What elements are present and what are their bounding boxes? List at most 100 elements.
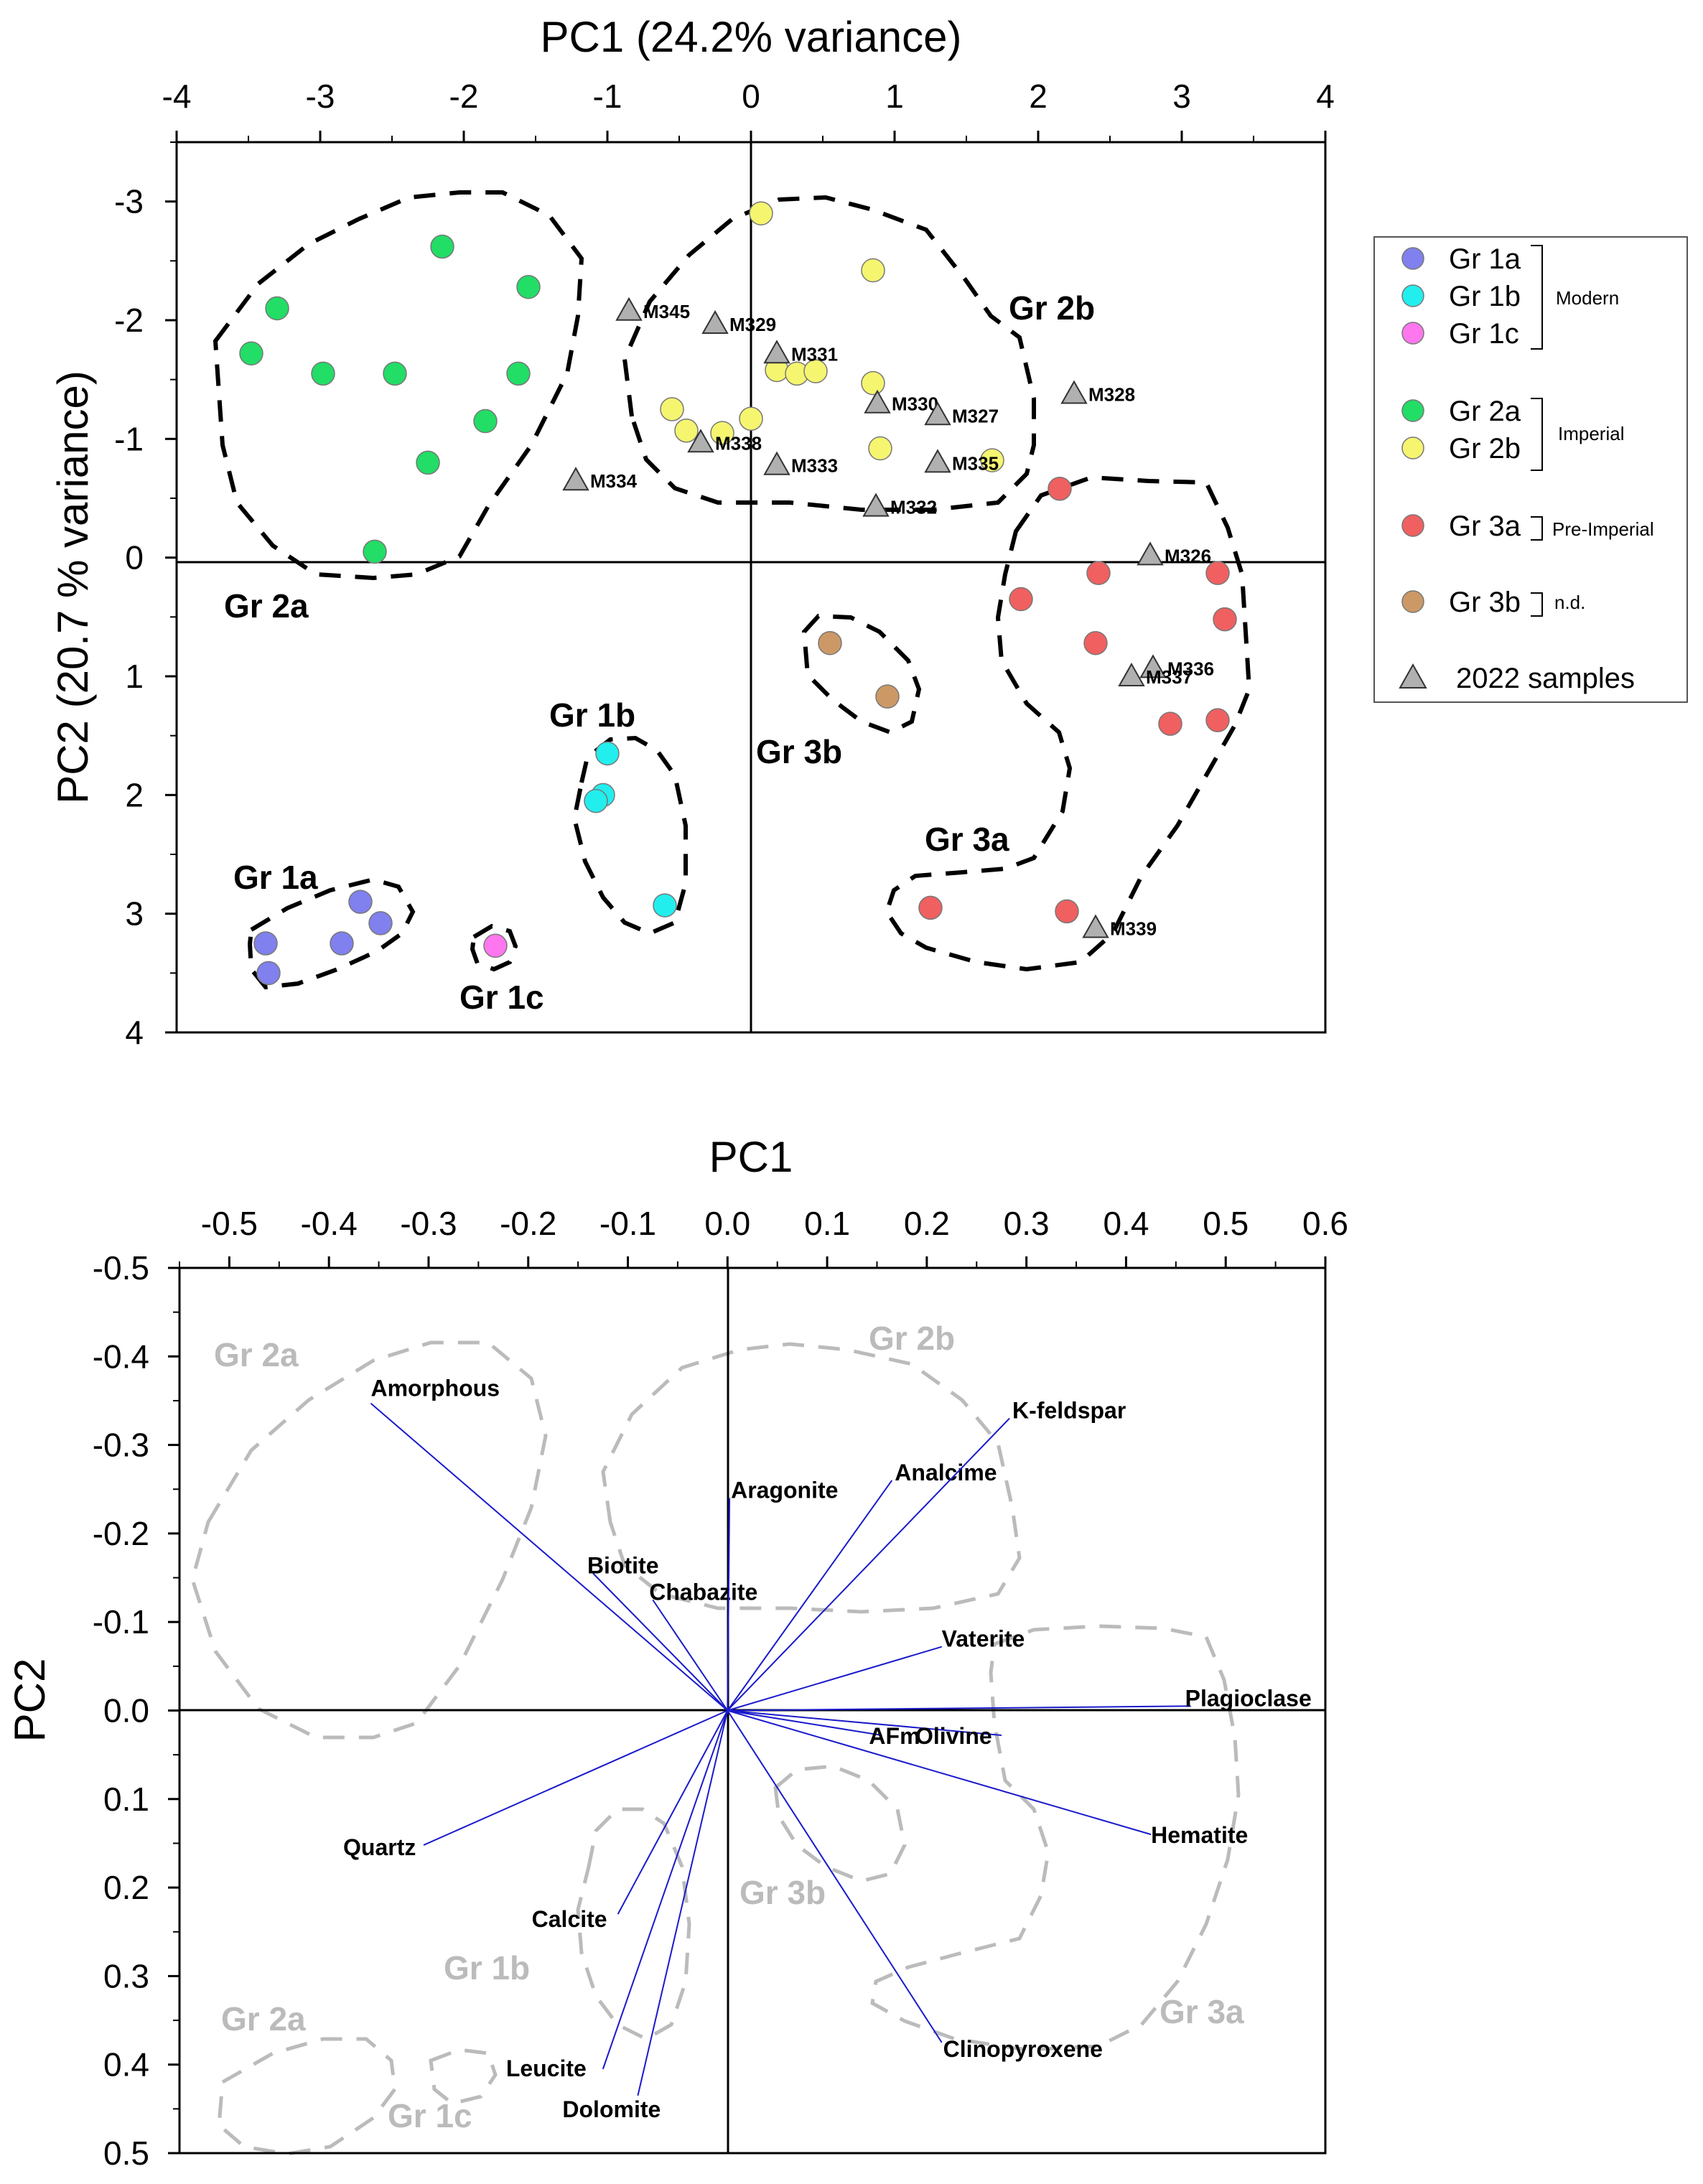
hull-gr1b <box>571 735 688 936</box>
vector-leucite <box>602 1710 729 2070</box>
label-gr2a: Gr 2a <box>224 587 309 625</box>
sample-triangle-m338 <box>687 429 714 453</box>
vector-label-aragonite: Aragonite <box>731 1478 838 1503</box>
sample-label-m339: M339 <box>1110 918 1157 940</box>
top-group-labels: Gr 2a Gr 2b Gr 1a Gr 1b Gr 1c Gr 3a Gr 3… <box>224 289 1095 1016</box>
point-gr-1b <box>595 741 620 766</box>
sample-label-m327: M327 <box>952 405 999 426</box>
sample-triangle-m339 <box>1082 914 1109 938</box>
pca-loadings-panel: Gr 2a Gr 2b Gr 3b Gr 1b Gr 3a Gr 2a Gr 1… <box>6 1133 1348 2172</box>
ghost-hull-gr3b <box>773 1764 907 1883</box>
point-gr-1b <box>653 893 677 918</box>
top-x-tick-label: -3 <box>306 78 335 115</box>
sample-label-m331: M331 <box>791 343 838 365</box>
vector-label-dolomite: Dolomite <box>562 2096 661 2122</box>
legend-marker-gr-1c <box>1401 322 1424 345</box>
vector-biotite <box>592 1572 729 1712</box>
sample-label-m337: M337 <box>1146 666 1193 688</box>
vector-label-biotite: Biotite <box>587 1552 659 1578</box>
sample-triangle-m330 <box>864 389 891 414</box>
bracket-modern <box>1531 245 1543 350</box>
vector-label-vaterite: Vaterite <box>942 1626 1025 1652</box>
legend: Gr 1a Gr 1b Gr 1c Gr 2a Gr 2b Gr 3a Gr 3b 2022 … <box>1373 236 1688 703</box>
top-y-tick-label: 1 <box>125 658 144 695</box>
ghost-label-gr1c: Gr 1c <box>388 2097 472 2134</box>
top-y-tick-label: 2 <box>125 776 144 813</box>
bottom-x-tick-label: 0.3 <box>1004 1205 1050 1242</box>
point-gr-2b <box>980 448 1004 472</box>
point-gr-2b <box>861 258 885 283</box>
bottom-x-tick-label: 0.2 <box>904 1205 950 1242</box>
ghost-hull-gr3a <box>870 1624 1241 2052</box>
point-gr-1a <box>368 911 393 935</box>
bracket-label-imperial: Imperial <box>1558 423 1624 444</box>
point-gr-1a <box>330 931 354 956</box>
top-axis-ticks: -4 -3 -2 -1 0 1 2 3 4 -3 -2 -1 0 1 2 3 4 <box>114 78 1335 1051</box>
point-gr-2a <box>363 539 387 564</box>
bottom-y-tick-label: 0.4 <box>103 2046 149 2083</box>
vector-label-leucite: Leucite <box>506 2055 587 2081</box>
sample-triangle-m334 <box>562 467 589 491</box>
bottom-ghost-labels: Gr 2a Gr 2b Gr 3b Gr 1b Gr 3a Gr 2a Gr 1… <box>214 1320 1244 2134</box>
bottom-y-tick-label: -0.1 <box>93 1603 149 1641</box>
ghost-hull-gr1c <box>429 2048 498 2106</box>
vector-plagioclase <box>727 1705 1191 1712</box>
bottom-x-tick-label: -0.1 <box>599 1205 656 1242</box>
top-y-tick-label: 4 <box>125 1014 144 1051</box>
point-gr-3a <box>1083 630 1108 655</box>
ghost-hull-gr1a <box>217 2037 397 2156</box>
legend-marker-gr-3b <box>1401 590 1424 613</box>
hull-gr3b <box>801 613 922 735</box>
bottom-y-tick-label: 0.1 <box>103 1781 149 1818</box>
bottom-y-tick-label: 0.5 <box>103 2134 149 2172</box>
vector-calcite <box>617 1710 729 1915</box>
ghost-label-gr2a-top: Gr 2a <box>214 1336 299 1373</box>
point-gr-2b <box>660 397 684 421</box>
legend-marker-2022-samples <box>1399 663 1427 689</box>
bottom-y-tick-label: 0.2 <box>103 1869 149 1906</box>
bottom-x-tick-label: 0.0 <box>704 1205 750 1242</box>
point-gr-2a <box>265 296 289 321</box>
vector-label-analcime: Analcime <box>895 1460 997 1485</box>
top-y-axis-title: PC2 (20.7 % variance) <box>49 370 97 804</box>
top-x-axis-title: PC1 (24.2% variance) <box>541 13 962 61</box>
point-gr-2a <box>506 361 531 386</box>
ghost-label-gr3a: Gr 3a <box>1160 1993 1244 2030</box>
sample-triangle-m329 <box>701 309 729 334</box>
point-gr-2b <box>739 406 763 431</box>
legend-label-gr-1c: Gr 1c <box>1449 318 1519 350</box>
vector-afm <box>727 1709 882 1737</box>
point-gr-2a <box>311 361 335 386</box>
vector-label-hematite: Hematite <box>1151 1822 1248 1848</box>
vector-aragonite <box>727 1498 731 1711</box>
sample-label-m329: M329 <box>729 314 776 335</box>
legend-marker-gr-2b <box>1401 437 1424 459</box>
bracket-imperial <box>1531 398 1543 471</box>
point-gr-2b <box>674 419 699 443</box>
sample-label-m335: M335 <box>952 452 999 474</box>
legend-items: Gr 1a Gr 1b Gr 1c Gr 2a Gr 2b Gr 3a Gr 3b 2022 … <box>1399 243 1635 694</box>
hull-gr1a <box>247 877 416 990</box>
point-gr-2b <box>710 421 734 445</box>
vector-dolomite <box>637 1710 729 2096</box>
bracket-nd <box>1531 592 1543 617</box>
top-data-points: M345 M329 M331 M330 M327 M328 M338 M333 M335 M332… <box>239 201 1237 986</box>
point-gr-1b <box>584 788 608 813</box>
point-gr-2a <box>239 341 263 366</box>
vector-label-amorphous: Amorphous <box>370 1376 500 1401</box>
point-gr-1a <box>256 961 281 986</box>
point-gr-3a <box>1158 711 1182 736</box>
vector-label-chabazite: Chabazite <box>649 1579 757 1605</box>
point-gr-2a <box>430 234 454 259</box>
sample-triangle-m336 <box>1139 654 1167 678</box>
top-y-tick-label: -2 <box>114 302 144 339</box>
point-gr-3a <box>1055 899 1079 924</box>
vector-olivine <box>727 1709 1002 1737</box>
sample-label-m345: M345 <box>643 301 690 322</box>
sample-triangle-m335 <box>924 449 951 473</box>
point-gr-2b <box>868 436 892 461</box>
vector-label-olivine: Olivine <box>915 1723 992 1749</box>
point-gr-2a <box>473 409 498 434</box>
